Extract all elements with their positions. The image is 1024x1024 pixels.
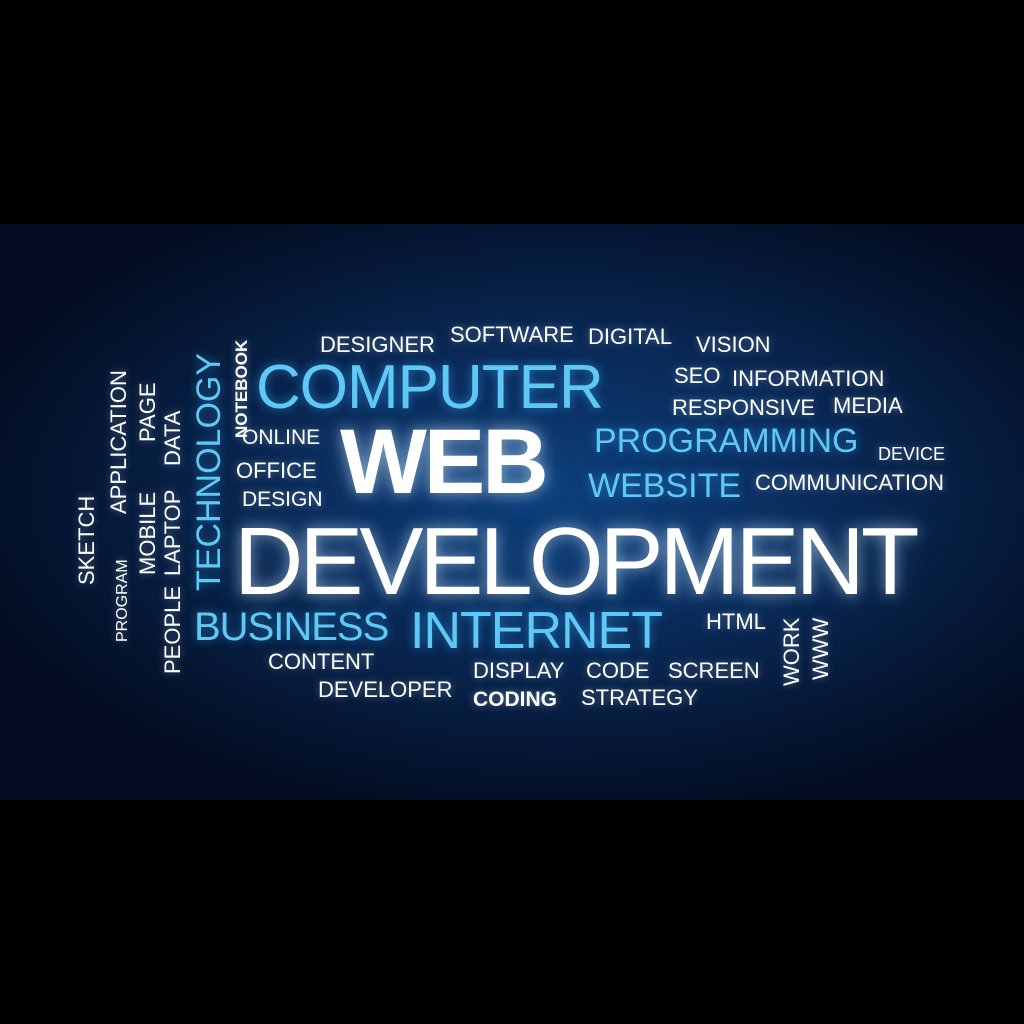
word-development: DEVELOPMENT [234, 508, 919, 615]
word-information: INFORMATION [732, 366, 885, 391]
word-www: WWW [808, 617, 833, 680]
word-strategy: STRATEGY [581, 685, 698, 710]
word-media: MEDIA [833, 393, 903, 418]
word-digital: DIGITAL [588, 324, 672, 349]
word-technology: TECHNOLOGY [190, 352, 228, 591]
word-designer: DESIGNER [320, 332, 435, 357]
word-vision: VISION [696, 332, 771, 357]
word-program: PROGRAM [114, 559, 131, 642]
word-html: HTML [706, 609, 766, 634]
word-screen: SCREEN [668, 658, 760, 683]
word-computer: COMPUTER [256, 353, 604, 422]
word-data: DATA [160, 410, 185, 466]
word-software: SOFTWARE [450, 322, 574, 347]
word-responsive: RESPONSIVE [672, 395, 816, 420]
word-people: PEOPLE [160, 585, 185, 674]
word-content: CONTENT [268, 649, 375, 674]
word-coding: CODING [473, 688, 557, 711]
word-sketch: SKETCH [74, 495, 99, 585]
word-device: DEVICE [878, 444, 946, 464]
word-page: PAGE [135, 382, 160, 442]
word-work: WORK [779, 617, 804, 686]
word-display: DISPLAY [473, 658, 565, 683]
word-mobile: MOBILE [135, 491, 160, 575]
word-web: WEB [340, 411, 549, 513]
word-website: WEBSITE [588, 467, 742, 505]
word-business: BUSINESS [194, 605, 389, 649]
word-communication: COMMUNICATION [755, 470, 945, 495]
word-office: OFFICE [236, 458, 317, 483]
word-developer: DEVELOPER [318, 677, 453, 702]
word-internet: INTERNET [410, 602, 663, 660]
word-programming: PROGRAMMING [594, 422, 859, 460]
word-cloud-panel: DESIGNER SOFTWARE DIGITAL VISION COMPUTE… [0, 224, 1024, 800]
word-design: DESIGN [242, 488, 323, 511]
word-code: CODE [586, 658, 650, 683]
word-online: ONLINE [242, 426, 321, 449]
word-notebook: NOTEBOOK [232, 339, 251, 438]
word-application: APPLICATION [106, 370, 131, 514]
word-seo: SEO [674, 363, 721, 388]
word-laptop: LAPTOP [160, 489, 185, 576]
